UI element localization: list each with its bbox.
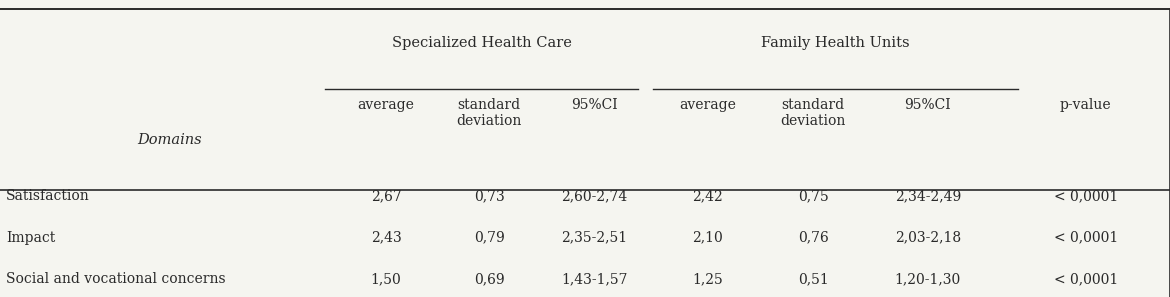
Text: 2,67: 2,67 (371, 189, 401, 203)
Text: 2,60-2,74: 2,60-2,74 (562, 189, 627, 203)
Text: 2,35-2,51: 2,35-2,51 (562, 230, 627, 245)
Text: average: average (680, 98, 736, 112)
Text: < 0,0001: < 0,0001 (1054, 272, 1117, 286)
Text: Domains: Domains (137, 132, 202, 147)
Text: 2,42: 2,42 (693, 189, 723, 203)
Text: 1,43-1,57: 1,43-1,57 (562, 272, 627, 286)
Text: 1,25: 1,25 (693, 272, 723, 286)
Text: 1,50: 1,50 (371, 272, 401, 286)
Text: average: average (358, 98, 414, 112)
Text: 2,43: 2,43 (371, 230, 401, 245)
Text: 0,73: 0,73 (474, 189, 504, 203)
Text: 95%CI: 95%CI (571, 98, 618, 112)
Text: Impact: Impact (6, 230, 55, 245)
Text: Family Health Units: Family Health Units (760, 36, 910, 50)
Text: Specialized Health Care: Specialized Health Care (392, 36, 571, 50)
Text: Satisfaction: Satisfaction (6, 189, 90, 203)
Text: 0,76: 0,76 (798, 230, 828, 245)
Text: 2,10: 2,10 (693, 230, 723, 245)
Text: < 0,0001: < 0,0001 (1054, 230, 1117, 245)
Text: 0,75: 0,75 (798, 189, 828, 203)
Text: 2,03-2,18: 2,03-2,18 (895, 230, 961, 245)
Text: 1,20-1,30: 1,20-1,30 (895, 272, 961, 286)
Text: 95%CI: 95%CI (904, 98, 951, 112)
Text: standard
deviation: standard deviation (456, 98, 522, 128)
Text: Social and vocational concerns: Social and vocational concerns (6, 272, 226, 286)
Text: < 0,0001: < 0,0001 (1054, 189, 1117, 203)
Text: 0,51: 0,51 (798, 272, 828, 286)
Text: 2,34-2,49: 2,34-2,49 (895, 189, 961, 203)
Text: 0,79: 0,79 (474, 230, 504, 245)
Text: p-value: p-value (1060, 98, 1112, 112)
Text: standard
deviation: standard deviation (780, 98, 846, 128)
Text: 0,69: 0,69 (474, 272, 504, 286)
